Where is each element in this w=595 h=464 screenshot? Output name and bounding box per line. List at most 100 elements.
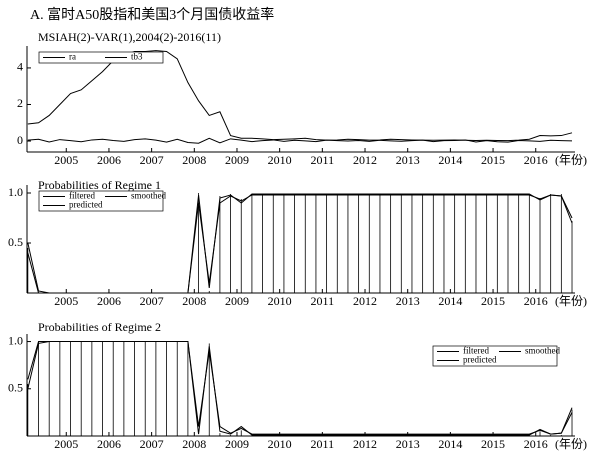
- bar: [208, 291, 210, 293]
- bar: [390, 435, 392, 436]
- x-tick-label: 2014: [438, 153, 462, 167]
- bar: [528, 435, 530, 436]
- x-tick-label: 2011: [311, 153, 335, 167]
- x-tick-label: 2015: [481, 153, 505, 167]
- legend-label: predicted: [69, 200, 103, 210]
- y-tick-label: 1.0: [8, 333, 23, 347]
- x-tick-label: 2011: [311, 294, 335, 308]
- bar: [91, 341, 93, 436]
- bar: [315, 435, 317, 436]
- x-tick-label: 2015: [481, 294, 505, 308]
- x-tick-label: 2015: [481, 437, 505, 451]
- bar: [304, 194, 306, 293]
- bar: [38, 341, 39, 436]
- bar: [70, 341, 71, 436]
- x-tick-label: 2005: [54, 294, 78, 308]
- x-tick-label: 2006: [97, 294, 121, 308]
- x-tick-label: 2009: [225, 153, 249, 167]
- chart-title: Probabilities of Regime 1: [38, 178, 161, 192]
- x-tick-label: 2012: [353, 294, 377, 308]
- bar: [208, 343, 210, 436]
- bar: [368, 435, 370, 436]
- x-tick-label: 2010: [268, 437, 292, 451]
- x-tick-label: 2016: [524, 153, 548, 167]
- x-tick-label: 2013: [396, 153, 420, 167]
- bar: [262, 435, 263, 436]
- x-tick-label: 2009: [225, 294, 249, 308]
- bar: [464, 194, 466, 293]
- bar: [507, 194, 509, 293]
- x-tick-label: 2008: [182, 294, 206, 308]
- x-tick-label: 2010: [268, 153, 292, 167]
- x-tick-label: 2013: [396, 294, 420, 308]
- bar: [27, 248, 29, 293]
- bar: [358, 194, 360, 293]
- bar: [144, 341, 146, 436]
- bar: [528, 194, 530, 293]
- legend-box: [38, 190, 164, 212]
- bar: [486, 435, 488, 436]
- x-tick-label: 2010: [268, 294, 292, 308]
- bar: [294, 194, 295, 293]
- x-axis-label: (年份): [555, 294, 587, 308]
- x-axis-label: (年份): [555, 437, 587, 451]
- bar: [294, 435, 295, 436]
- bar: [283, 435, 285, 436]
- bar: [454, 194, 456, 293]
- bar: [518, 194, 520, 293]
- bar: [496, 435, 498, 436]
- bar: [102, 341, 103, 436]
- legend-label: smoothed: [525, 346, 560, 356]
- bar: [336, 194, 338, 293]
- x-tick-label: 2011: [311, 437, 335, 451]
- x-tick-label: 2016: [524, 437, 548, 451]
- x-tick-label: 2008: [182, 153, 206, 167]
- bar: [571, 221, 573, 293]
- y-tick-label: 0.5: [8, 381, 23, 395]
- bar: [539, 198, 541, 293]
- bar: [240, 199, 242, 293]
- bar: [155, 341, 157, 436]
- bar: [560, 194, 562, 293]
- y-tick-label: 0: [17, 133, 23, 147]
- bar: [230, 194, 231, 293]
- bar: [219, 433, 221, 436]
- bar: [475, 435, 477, 436]
- bar: [443, 194, 445, 293]
- x-tick-label: 2007: [140, 153, 164, 167]
- bar: [272, 194, 274, 293]
- x-tick-label: 2012: [353, 153, 377, 167]
- bar: [187, 341, 189, 436]
- bar: [230, 435, 231, 436]
- line: [27, 137, 573, 144]
- chart-title: A. 富时A50股指和美国3个月国债收益率: [30, 6, 274, 23]
- bar: [336, 435, 338, 436]
- bar: [411, 435, 413, 436]
- bar: [176, 341, 178, 436]
- bar: [507, 435, 509, 436]
- bar: [27, 384, 29, 436]
- bar: [198, 193, 199, 293]
- bar: [315, 194, 317, 293]
- bar: [432, 435, 434, 436]
- legend-box: [38, 51, 164, 64]
- x-tick-label: 2013: [396, 437, 420, 451]
- x-axis-label: (年份): [555, 153, 587, 167]
- bar: [219, 196, 221, 293]
- bar: [539, 431, 541, 436]
- line: [27, 50, 573, 142]
- bar: [304, 435, 306, 436]
- bar: [123, 341, 125, 436]
- bar: [251, 194, 253, 293]
- x-tick-label: 2005: [54, 437, 78, 451]
- y-tick-label: 0.5: [8, 235, 23, 249]
- bar: [272, 435, 274, 436]
- bar: [358, 435, 360, 436]
- bar: [134, 341, 135, 436]
- legend-label: filtered: [69, 191, 95, 201]
- bar: [347, 435, 349, 436]
- x-tick-label: 2007: [140, 437, 164, 451]
- bar: [454, 435, 456, 436]
- legend-label: tb3: [131, 52, 143, 62]
